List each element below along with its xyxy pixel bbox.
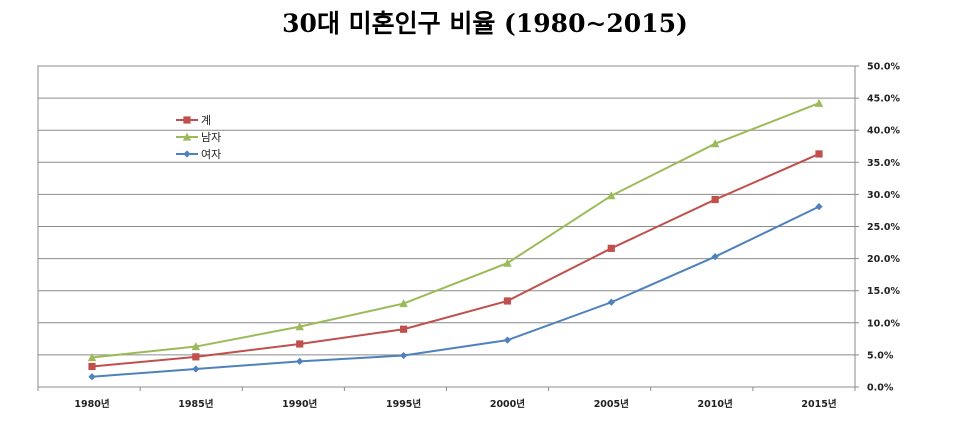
y-tick-label: 0.0%	[867, 383, 894, 394]
data-point	[295, 322, 304, 331]
data-point	[88, 362, 96, 371]
y-tick-label: 10.0%	[867, 318, 900, 329]
series-line	[91, 153, 820, 368]
legend-item: 남자	[176, 131, 221, 144]
data-point	[711, 253, 719, 261]
data-point	[182, 132, 192, 141]
legend-item: 여자	[176, 148, 221, 161]
x-tick-label: 1995년	[386, 398, 421, 410]
data-point	[814, 98, 824, 107]
legend-label: 남자	[201, 131, 221, 144]
data-point	[503, 258, 512, 267]
x-tick-label: 2000년	[490, 398, 525, 410]
y-tick-label: 5.0%	[867, 350, 894, 361]
data-point	[607, 191, 616, 200]
data-point	[399, 351, 408, 360]
data-point	[192, 365, 200, 373]
chart-title: 30대 미혼인구 비율 (1980∼2015)	[282, 9, 688, 38]
series-line	[91, 102, 820, 359]
y-tick-label: 35.0%	[867, 158, 900, 169]
y-tick-label: 20.0%	[867, 254, 900, 265]
x-tick-label: 1990년	[282, 398, 317, 410]
y-axis-ticks: 0.0% 5.0% 10.0% 15.0% 20.0% 25.0% 30.0% 35.0% 40…	[855, 62, 900, 394]
series	[87, 98, 824, 362]
legend-label: 여자	[201, 148, 221, 161]
series-line	[91, 205, 820, 378]
x-axis-ticks: 1980년 1985년 1990년 1995년 2000년 2005년 2010년 2015년	[37, 387, 856, 410]
data-point	[87, 353, 97, 362]
data-point	[296, 340, 304, 348]
x-tick-label: 2005년	[594, 398, 629, 410]
legend-label: 계	[201, 114, 211, 127]
data-point	[503, 336, 512, 344]
y-tick-label: 15.0%	[867, 286, 900, 297]
series-group	[87, 98, 824, 381]
data-point	[191, 342, 201, 351]
data-point	[192, 353, 200, 361]
y-tick-label: 30.0%	[867, 190, 900, 201]
data-point	[815, 150, 823, 158]
data-point	[503, 297, 512, 305]
data-point	[711, 195, 719, 204]
gridlines	[38, 65, 855, 388]
data-point	[88, 373, 96, 381]
legend-item: 계	[176, 114, 211, 127]
y-tick-label: 25.0%	[867, 222, 900, 233]
data-point	[710, 139, 720, 148]
x-tick-label: 2015년	[801, 398, 836, 410]
y-tick-label: 45.0%	[867, 94, 900, 105]
series	[88, 150, 823, 371]
data-point	[296, 357, 304, 365]
data-point	[607, 244, 615, 252]
x-tick-label: 1980년	[74, 398, 109, 410]
data-point	[815, 202, 823, 211]
series	[88, 202, 823, 381]
data-point	[607, 298, 615, 306]
y-tick-label: 50.0%	[867, 62, 900, 73]
data-point	[399, 325, 408, 333]
data-point	[399, 299, 408, 308]
x-tick-label: 2010년	[698, 398, 733, 410]
x-tick-label: 1985년	[178, 398, 213, 410]
data-point	[183, 150, 191, 158]
data-point	[183, 116, 191, 124]
y-tick-label: 40.0%	[867, 126, 900, 137]
